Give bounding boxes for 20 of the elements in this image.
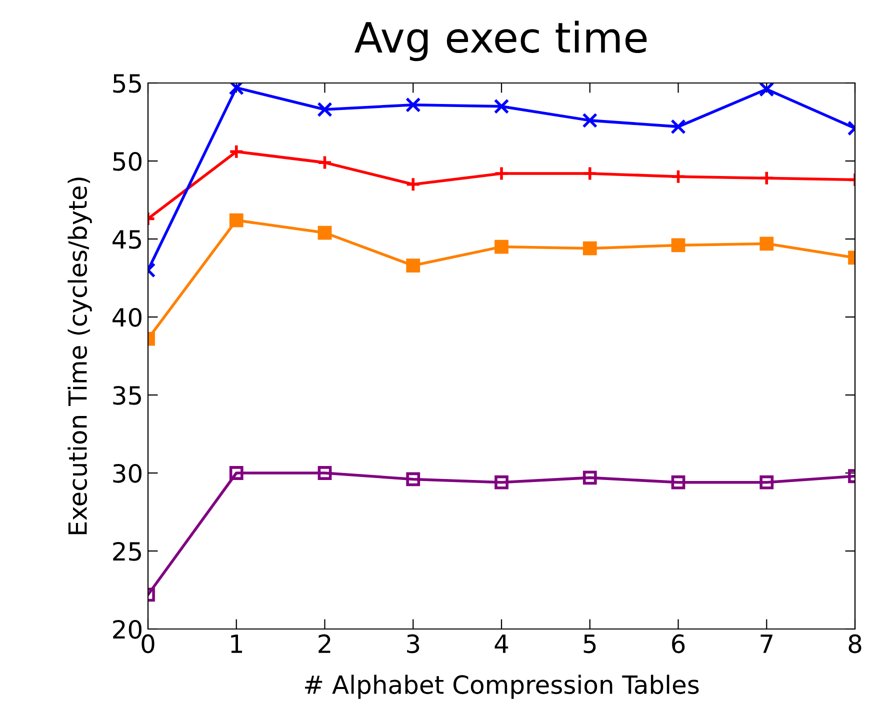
y-tick-label: 45 [112, 230, 141, 249]
y-tick-label: 50 [113, 152, 142, 171]
y-tick-label: 25 [113, 542, 141, 561]
y-tick-label: 30 [113, 464, 142, 483]
y-tick-label: 35 [113, 386, 141, 405]
y-tick-label: 40 [112, 308, 142, 327]
x-tick-label: 6 [672, 634, 685, 654]
x-axis-title: # Alphabet Compression Tables [305, 674, 699, 699]
x-tick-label: 1 [231, 634, 242, 653]
y-tick-label: 20 [113, 620, 142, 639]
chart-title: Avg exec time [354, 20, 647, 62]
x-tick-label: 5 [584, 634, 596, 654]
x-tick-label: 3 [407, 634, 420, 654]
x-tick-label: 8 [848, 634, 862, 654]
x-tick-label: 4 [494, 634, 508, 653]
y-axis-title: Execution Time (cycles/byte) [68, 178, 92, 534]
y-tick-label: 55 [113, 74, 141, 93]
x-tick-label: 7 [760, 634, 772, 653]
x-tick-label: 2 [318, 634, 330, 653]
x-tick-label: 0 [142, 634, 154, 654]
